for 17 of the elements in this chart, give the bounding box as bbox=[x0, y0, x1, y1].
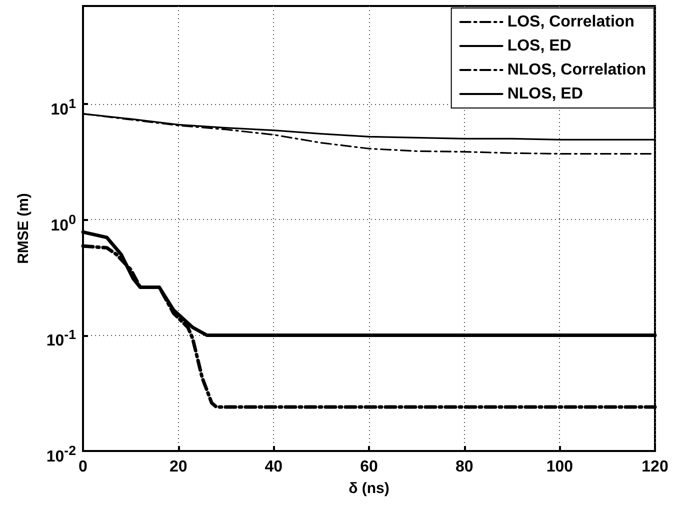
legend-label: NLOS, Correlation bbox=[507, 62, 646, 78]
legend-label: LOS, Correlation bbox=[507, 14, 634, 30]
legend-label: NLOS, ED bbox=[507, 86, 583, 102]
y-axis-title: RMSE (m) bbox=[15, 193, 32, 264]
y-tick-label: 10$^{0}$ bbox=[50, 210, 76, 236]
x-tick-label: 20 bbox=[169, 458, 188, 476]
y-tick-label: 10$^{1}$ bbox=[50, 94, 76, 120]
y-tick-label: 10$^{-2}$ bbox=[46, 442, 76, 468]
y-tick-label: 10$^{-1}$ bbox=[46, 326, 76, 352]
x-tick-label: 40 bbox=[264, 458, 283, 476]
x-tick-label: 0 bbox=[78, 458, 88, 476]
legend-label: LOS, ED bbox=[507, 38, 572, 54]
x-tick-label: 80 bbox=[455, 458, 474, 476]
x-tick-label: 100 bbox=[546, 458, 574, 476]
x-tick-label: 120 bbox=[642, 458, 668, 476]
x-axis-title: δ (ns) bbox=[348, 480, 390, 497]
x-tick-label: 60 bbox=[360, 458, 378, 476]
